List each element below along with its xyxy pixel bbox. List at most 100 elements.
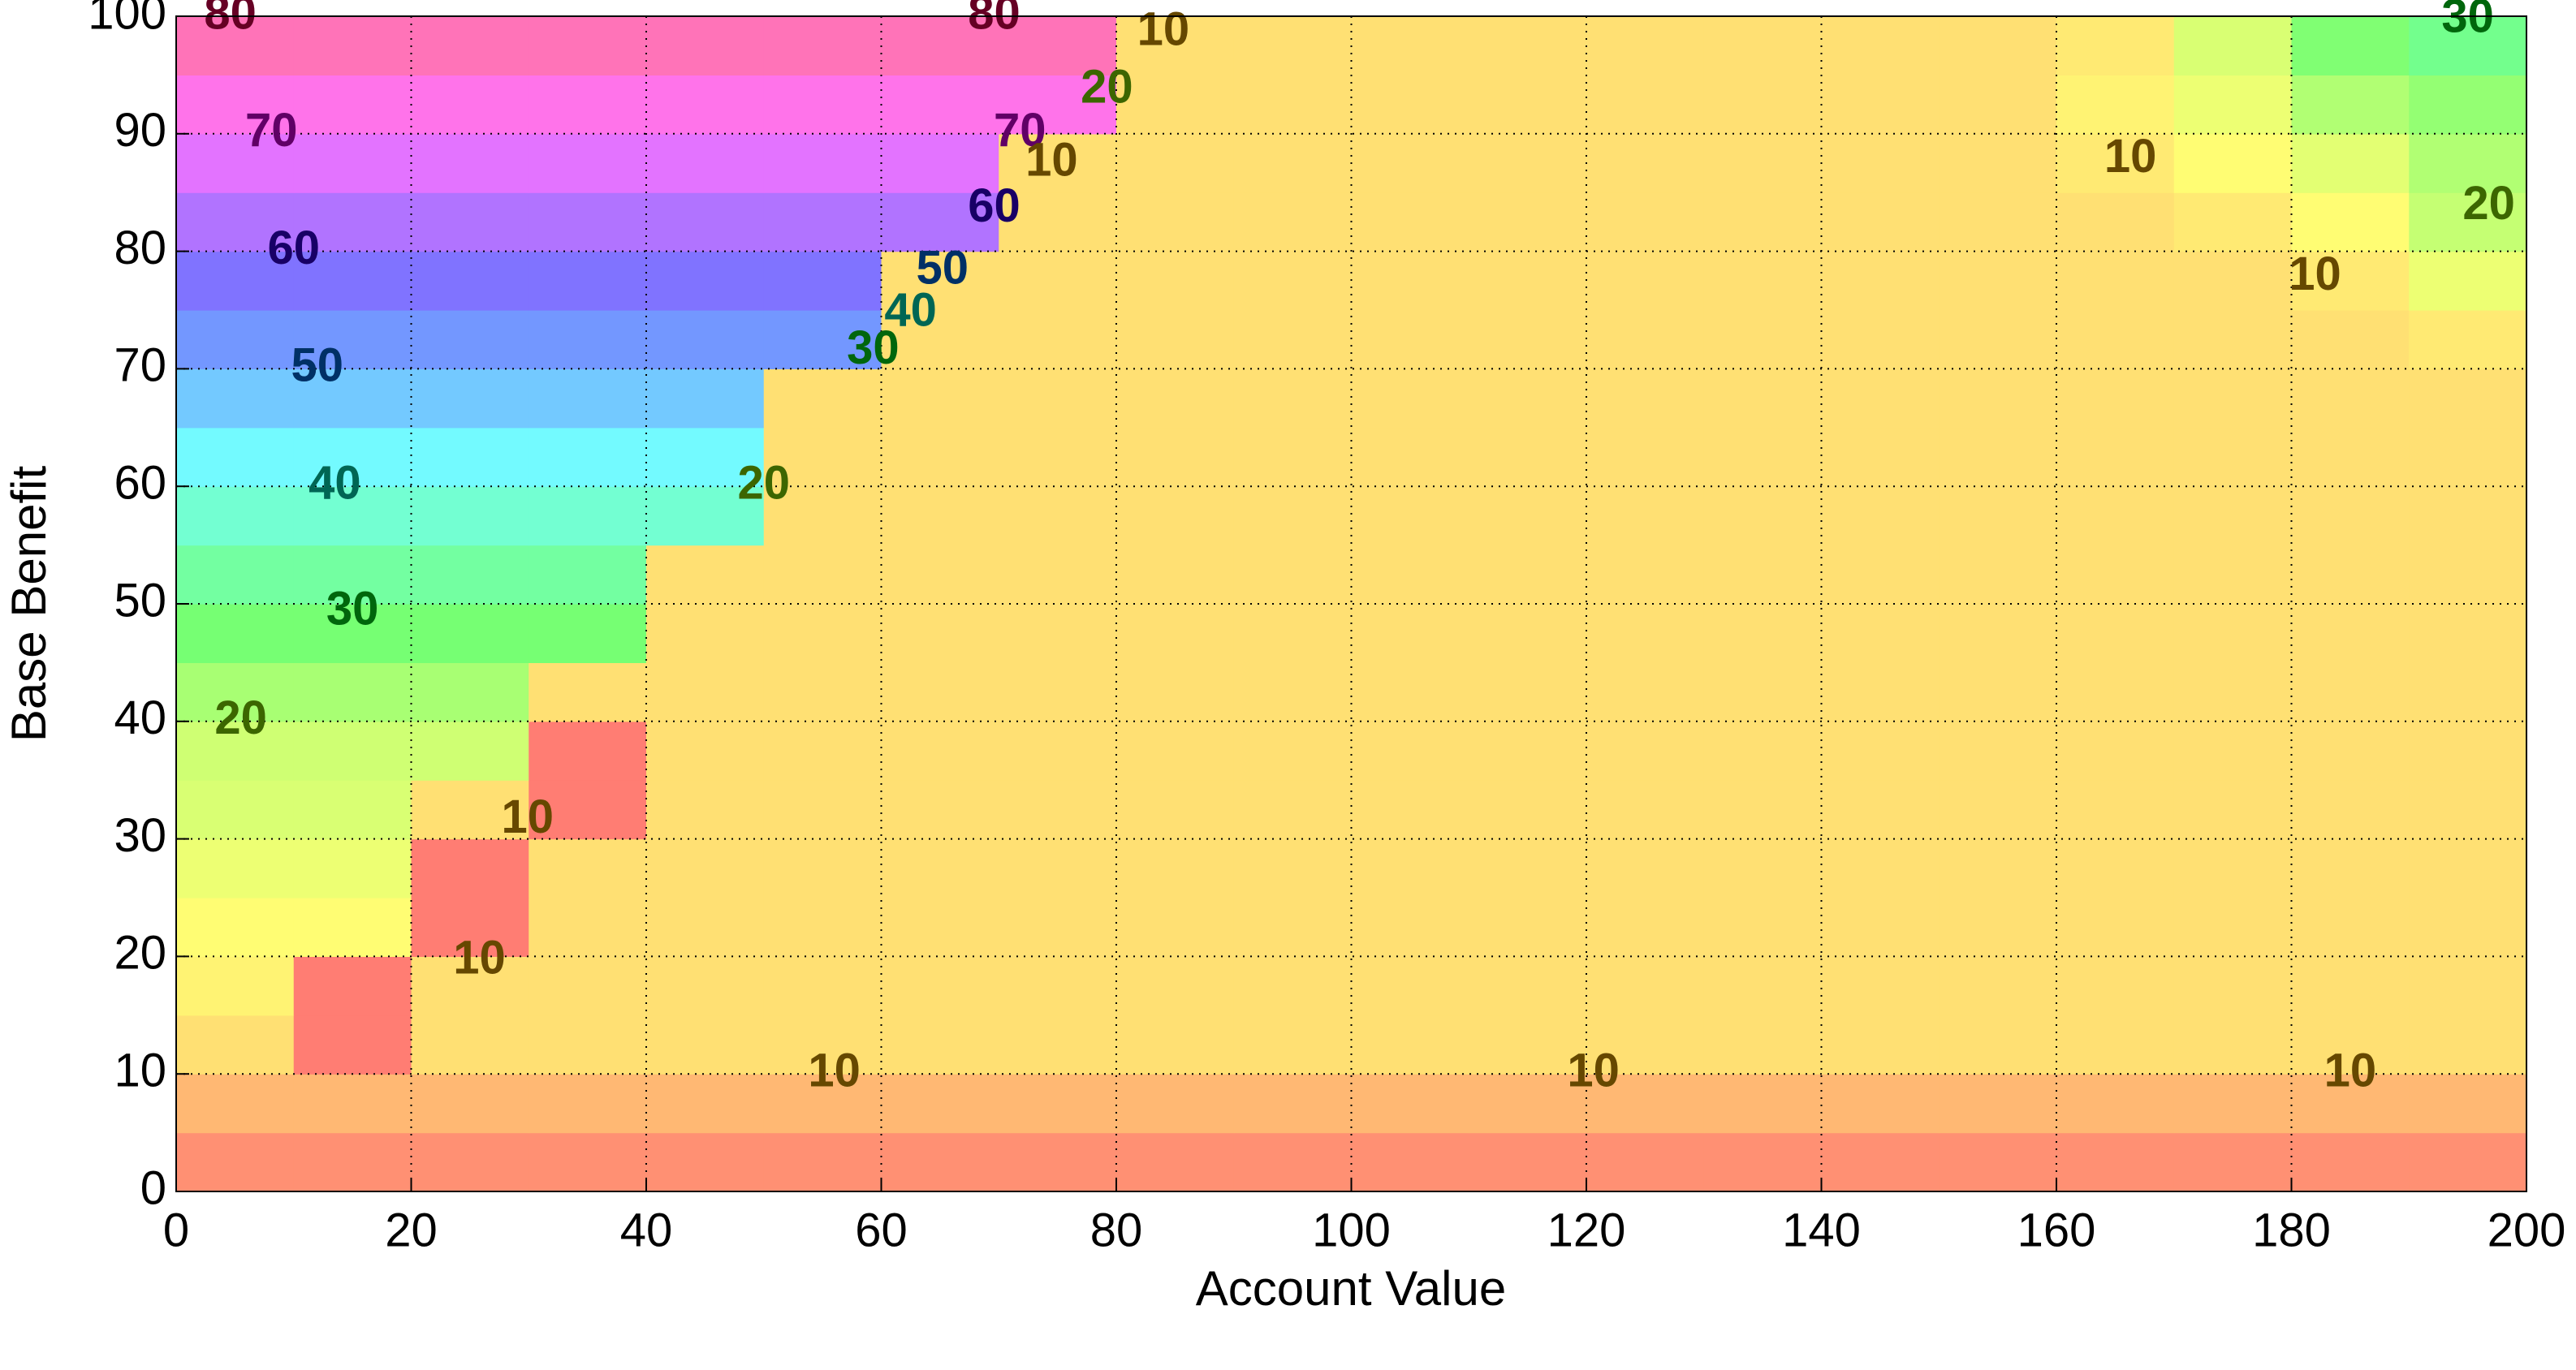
cell <box>1939 427 2057 487</box>
cell <box>1939 780 2057 840</box>
cell <box>763 780 882 840</box>
cell <box>1116 192 1235 252</box>
cell <box>1351 1132 1469 1192</box>
cell <box>1469 721 1587 781</box>
cell <box>1233 838 1353 898</box>
cell <box>411 310 529 369</box>
cell <box>1586 898 1705 957</box>
cell <box>176 427 295 487</box>
cell <box>1586 310 1705 369</box>
cell <box>1821 310 1940 369</box>
x-tick-label: 60 <box>855 1204 908 1256</box>
cell <box>293 780 412 840</box>
cell <box>2056 956 2175 1016</box>
cell <box>1116 956 1235 1016</box>
cell <box>999 721 1117 781</box>
x-tick-label: 140 <box>1782 1204 1861 1256</box>
cell <box>1351 780 1469 840</box>
cell <box>1821 1015 1940 1075</box>
cell <box>411 721 529 781</box>
cell <box>2409 16 2527 75</box>
cell <box>999 780 1117 840</box>
cell <box>763 133 882 193</box>
cell <box>646 310 765 369</box>
cell <box>2409 721 2527 781</box>
cell <box>1703 956 1823 1016</box>
cell <box>2409 427 2527 487</box>
cell <box>2056 1015 2175 1075</box>
cell <box>881 898 999 957</box>
cell <box>646 780 765 840</box>
cell <box>293 251 412 311</box>
cell <box>1703 662 1823 722</box>
cell <box>2409 310 2527 369</box>
cell <box>1586 545 1705 605</box>
contour-label: 20 <box>737 457 790 510</box>
contour-label: 40 <box>884 284 937 337</box>
cell <box>1351 1074 1469 1134</box>
cell <box>1233 721 1353 781</box>
contour-label: 80 <box>968 0 1020 39</box>
cell <box>293 662 412 722</box>
cell <box>1939 75 2057 135</box>
cell <box>1351 545 1469 605</box>
cell <box>1703 16 1823 75</box>
cell <box>2056 486 2175 546</box>
cell <box>293 898 412 957</box>
cell <box>293 956 412 1016</box>
cell <box>2056 16 2175 75</box>
cell <box>529 1132 647 1192</box>
cell <box>999 486 1117 546</box>
cell <box>881 75 999 135</box>
cell <box>1233 956 1353 1016</box>
cell <box>411 604 529 663</box>
cell <box>1586 427 1705 487</box>
y-tick-label: 50 <box>114 574 166 627</box>
cell <box>1703 1074 1823 1134</box>
cell <box>763 956 882 1016</box>
cell <box>1116 427 1235 487</box>
cell <box>293 310 412 369</box>
cell <box>646 838 765 898</box>
cell <box>2173 1132 2293 1192</box>
contour-label: 60 <box>267 222 320 274</box>
cell <box>1703 898 1823 957</box>
cell <box>1469 75 1587 135</box>
cell <box>1586 1074 1705 1134</box>
cell <box>646 16 765 75</box>
cell <box>2056 662 2175 722</box>
y-tick-label: 80 <box>114 222 166 274</box>
cell <box>2173 251 2293 311</box>
cell <box>1116 251 1235 311</box>
cell <box>529 75 647 135</box>
cell <box>2409 486 2527 546</box>
cell <box>646 75 765 135</box>
cell <box>176 133 295 193</box>
contour-label: 50 <box>917 242 969 295</box>
cell <box>1703 75 1823 135</box>
cell <box>411 427 529 487</box>
contour-label: 20 <box>1081 61 1133 114</box>
cell <box>999 310 1117 369</box>
cell <box>176 192 295 252</box>
cell <box>999 1015 1117 1075</box>
cell <box>2056 604 2175 663</box>
cell <box>2409 192 2527 252</box>
cell <box>411 780 529 840</box>
cell <box>411 956 529 1016</box>
cell <box>1233 133 1353 193</box>
cell <box>2173 721 2293 781</box>
cell <box>176 16 295 75</box>
cell <box>529 604 647 663</box>
cell <box>999 251 1117 311</box>
cell <box>1939 721 2057 781</box>
cell <box>1586 662 1705 722</box>
cell <box>1233 251 1353 311</box>
cell <box>646 545 765 605</box>
cell <box>1586 838 1705 898</box>
cell <box>2056 427 2175 487</box>
cell <box>2056 780 2175 840</box>
cell <box>529 838 647 898</box>
cell <box>881 427 999 487</box>
cell <box>2173 310 2293 369</box>
